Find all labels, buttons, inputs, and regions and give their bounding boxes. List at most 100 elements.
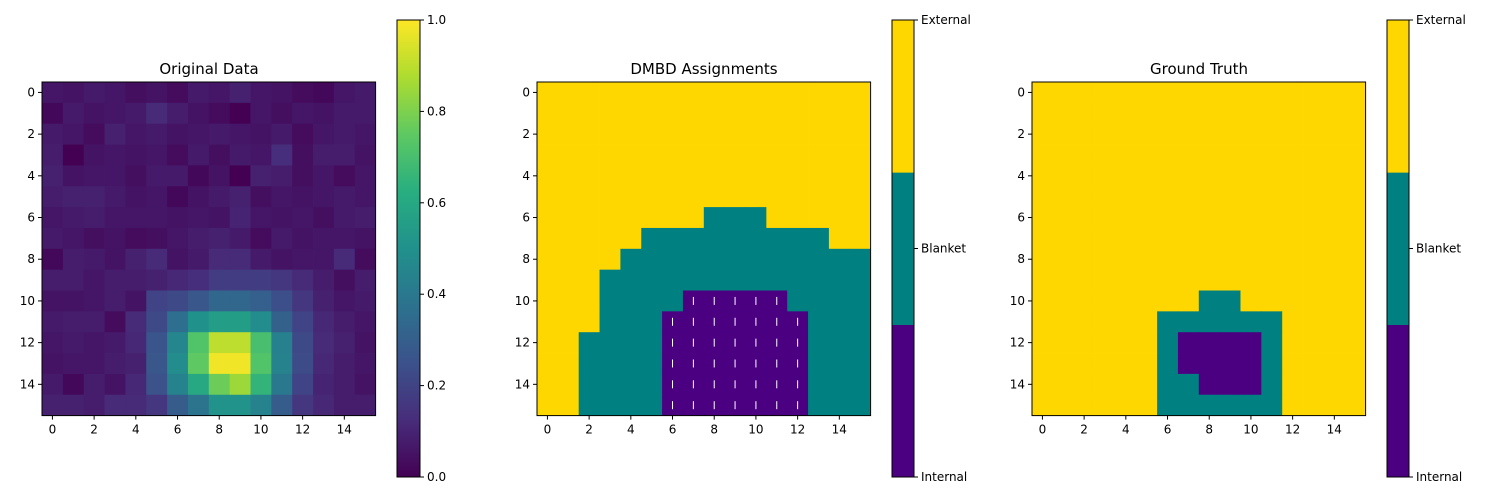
axes: 0 2 4 6 8 10 12 14 0 2 4 6 8 10 12 14 xyxy=(515,81,872,437)
heatmap-cell xyxy=(1323,290,1346,312)
heatmap-cell xyxy=(271,207,293,229)
heatmap-cell xyxy=(537,311,559,333)
heatmap-cell xyxy=(808,394,830,416)
heatmap-cell xyxy=(849,353,871,375)
heatmap-cell xyxy=(620,373,642,396)
heatmap-cell xyxy=(1282,227,1304,250)
heatmap-cell xyxy=(724,123,746,145)
heatmap-cell xyxy=(271,332,293,354)
heatmap-cell xyxy=(828,82,851,104)
heatmap-cell xyxy=(599,144,621,166)
heatmap-cell xyxy=(662,186,684,208)
x-tick-label: 4 xyxy=(1122,423,1130,437)
heatmap-cell xyxy=(354,186,376,208)
panel-original-data: Original Data 0 2 4 6 8 10 12 14 0 2 4 6 8 10 12 14 0.0… xyxy=(20,13,446,484)
heatmap-cell xyxy=(313,165,335,187)
heatmap-cell xyxy=(271,144,293,166)
heatmap-cell xyxy=(1115,102,1137,125)
heatmap-cell xyxy=(83,186,105,208)
heatmap-cell xyxy=(766,165,788,187)
heatmap-cell xyxy=(557,332,580,354)
heatmap-cell xyxy=(703,207,726,229)
heatmap-cell xyxy=(1219,186,1241,208)
heatmap-cell xyxy=(42,353,64,375)
heatmap-cell xyxy=(1261,102,1283,125)
heatmap-cell xyxy=(745,82,767,104)
heatmap-cell xyxy=(1323,269,1346,291)
heatmap-cell xyxy=(83,144,105,166)
heatmap-cell xyxy=(766,82,788,104)
heatmap-cell xyxy=(557,373,580,396)
heatmap-cell xyxy=(849,207,871,229)
heatmap-cell xyxy=(578,123,600,145)
heatmap-cell xyxy=(167,165,189,187)
heatmap-cell xyxy=(1344,311,1366,333)
heatmap-cell xyxy=(146,269,168,291)
heatmap-cell xyxy=(849,144,871,166)
colorbar-tick-label: 0.6 xyxy=(427,196,446,210)
panel-title: DMBD Assignments xyxy=(630,60,777,78)
colorbar: 0.0 0.2 0.4 0.6 0.8 1.0 xyxy=(396,13,446,484)
heatmap-cell xyxy=(1157,144,1179,166)
heatmap-cell xyxy=(1157,227,1179,250)
heatmap-cell xyxy=(1073,248,1095,271)
heatmap-cell xyxy=(620,82,642,104)
heatmap-cell xyxy=(333,82,356,104)
heatmap-cell xyxy=(125,373,147,396)
heatmap-cell xyxy=(229,123,251,145)
heatmap-cell xyxy=(1282,394,1304,416)
heatmap-cell xyxy=(271,82,293,104)
heatmap-cell xyxy=(208,248,231,271)
heatmap-cell xyxy=(208,144,231,166)
heatmap-cell xyxy=(83,332,105,354)
heatmap-cell xyxy=(208,102,231,125)
heatmap-cell xyxy=(83,373,105,396)
heatmap-cell xyxy=(578,207,600,229)
heatmap-cell xyxy=(1344,248,1366,271)
heatmap-cell xyxy=(229,144,251,166)
heatmap-cell xyxy=(578,311,600,333)
y-tick-label: 14 xyxy=(20,377,35,391)
heatmap-cell xyxy=(42,227,64,250)
heatmap-cell xyxy=(662,248,684,271)
heatmap-cell xyxy=(1052,144,1075,166)
heatmap-cell xyxy=(313,373,335,396)
y-tick-label: 8 xyxy=(27,252,35,266)
heatmap-cell xyxy=(83,165,105,187)
heatmap-cell xyxy=(787,186,809,208)
heatmap-cell xyxy=(1198,227,1221,250)
colorbar-frame xyxy=(396,19,421,478)
heatmap-cell xyxy=(620,144,642,166)
heatmap-cell xyxy=(1032,248,1054,271)
heatmap-cell xyxy=(42,144,64,166)
heatmap-cell xyxy=(208,394,231,416)
heatmap-cell xyxy=(703,227,726,250)
heatmap-cell xyxy=(313,186,335,208)
heatmap-cell xyxy=(641,123,663,145)
heatmap-cell xyxy=(42,332,64,354)
heatmap-cell xyxy=(1052,102,1075,125)
heatmap-cell xyxy=(250,353,272,375)
heatmap-cell xyxy=(1177,248,1200,271)
heatmap-cell xyxy=(271,353,293,375)
heatmap-cell xyxy=(208,186,231,208)
panel-title: Original Data xyxy=(159,60,258,78)
heatmap-cell xyxy=(104,269,126,291)
heatmap-cell xyxy=(1219,394,1241,416)
heatmap-cell xyxy=(271,165,293,187)
heatmap-cell xyxy=(1282,332,1304,354)
heatmap-cell xyxy=(1177,165,1200,187)
heatmap-cell xyxy=(167,394,189,416)
heatmap-cell xyxy=(557,311,580,333)
heatmap-cell xyxy=(1323,332,1346,354)
heatmap-cell xyxy=(599,353,621,375)
heatmap-cell xyxy=(292,248,314,271)
y-tick-label: 12 xyxy=(1010,336,1025,350)
heatmap-cell xyxy=(42,102,64,125)
heatmap-cell xyxy=(42,290,64,312)
colorbar-segment xyxy=(1387,20,1409,173)
heatmap-cell xyxy=(167,353,189,375)
heatmap-cell xyxy=(1052,248,1075,271)
heatmap-cell xyxy=(1073,311,1095,333)
heatmap-cell xyxy=(662,227,684,250)
